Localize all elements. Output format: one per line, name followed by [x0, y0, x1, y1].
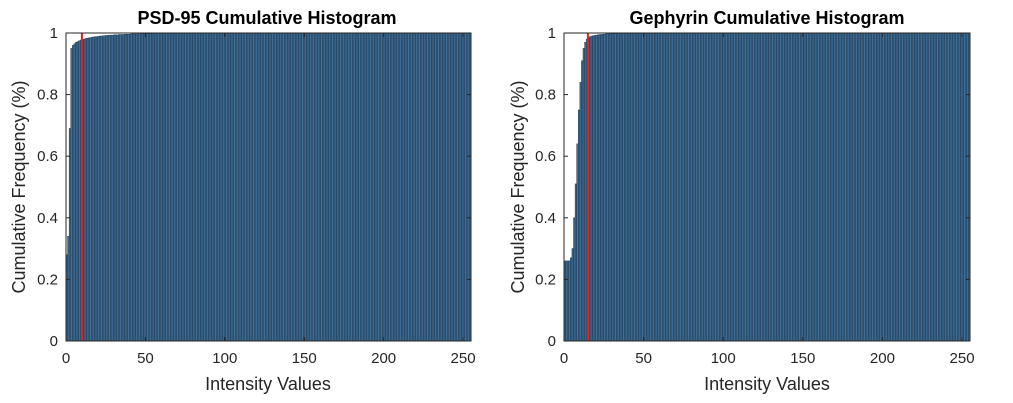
y-tick-label: 0 — [548, 333, 556, 350]
y-tick-label: 0 — [50, 333, 58, 350]
chart-title: PSD-95 Cumulative Histogram — [137, 8, 396, 28]
bar-series — [563, 32, 971, 342]
x-tick-label: 150 — [790, 350, 815, 367]
x-axis-label: Intensity Values — [205, 374, 331, 394]
x-axis-label: Intensity Values — [704, 374, 830, 394]
axes-box — [563, 32, 971, 342]
y-tick-label: 0.4 — [535, 210, 556, 227]
axes-box — [65, 32, 472, 342]
y-tick-label: 1 — [50, 25, 58, 42]
x-axis: 0 50 100 150 200 250 — [560, 33, 975, 367]
y-tick-label: 0.2 — [37, 271, 58, 288]
x-tick-label: 250 — [950, 350, 975, 367]
y-tick-label: 0.4 — [37, 210, 58, 227]
psd95-histogram-panel: PSD-95 Cumulative Histogram 0 0.2 0.4 0.6 0.… — [9, 8, 476, 394]
x-tick-label: 100 — [711, 350, 736, 367]
x-tick-label: 150 — [292, 350, 317, 367]
x-tick-label: 250 — [451, 350, 476, 367]
x-axis: 0 50 100 150 200 250 — [62, 33, 476, 367]
x-tick-label: 100 — [212, 350, 237, 367]
chart-title: Gephyrin Cumulative Histogram — [629, 8, 904, 28]
y-axis: 0 0.2 0.4 0.6 0.8 1 — [535, 25, 970, 350]
y-tick-label: 1 — [548, 25, 556, 42]
y-tick-label: 0.8 — [37, 87, 58, 104]
y-tick-label: 0.8 — [535, 87, 556, 104]
x-tick-label: 0 — [560, 350, 568, 367]
gephyrin-histogram-panel: Gephyrin Cumulative Histogram 0 0.2 0.4 0.6… — [508, 8, 975, 394]
x-tick-label: 50 — [635, 350, 652, 367]
x-tick-label: 200 — [870, 350, 895, 367]
y-tick-label: 0.2 — [535, 271, 556, 288]
x-tick-label: 200 — [371, 350, 396, 367]
y-axis: 0 0.2 0.4 0.6 0.8 1 — [37, 25, 471, 350]
x-tick-label: 50 — [137, 350, 154, 367]
y-axis-label: Cumulative Frequency (%) — [9, 80, 29, 293]
x-tick-label: 0 — [62, 350, 70, 367]
y-axis-label: Cumulative Frequency (%) — [508, 80, 528, 293]
y-tick-label: 0.6 — [37, 148, 58, 165]
bar-series — [65, 32, 472, 342]
y-tick-label: 0.6 — [535, 148, 556, 165]
